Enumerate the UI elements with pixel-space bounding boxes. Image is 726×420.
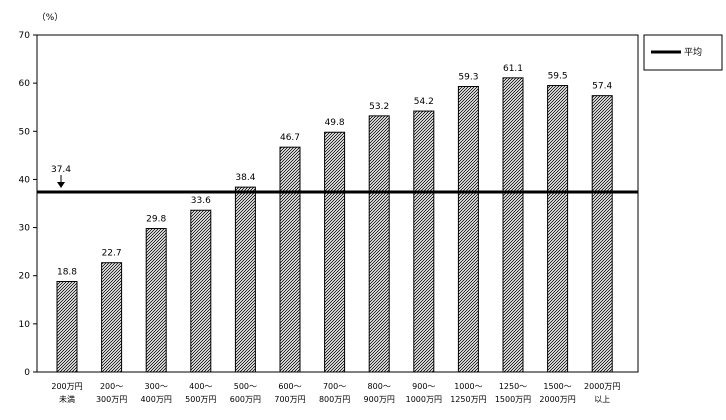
bar-value-label: 29.8	[146, 215, 166, 225]
y-tick-label: 60	[19, 79, 31, 89]
bar-value-label: 61.1	[503, 64, 523, 74]
bar	[413, 110, 435, 373]
bar	[279, 146, 301, 373]
x-category-label: 900万円	[364, 395, 395, 404]
x-category-label: 500万円	[185, 395, 216, 404]
x-category-label: 600万円	[230, 395, 261, 404]
arrow-head-icon	[57, 181, 65, 188]
y-tick-label: 40	[19, 175, 31, 185]
bar-value-label: 33.6	[191, 196, 211, 206]
y-tick-label: 30	[19, 224, 31, 234]
x-category-label: 1250万円	[450, 395, 486, 404]
x-category-label: 400万円	[141, 395, 172, 404]
x-category-label: 700万円	[274, 395, 305, 404]
x-category-label: 1500～	[543, 382, 571, 391]
x-category-label: 500～	[234, 382, 257, 391]
y-unit-label: （%）	[37, 12, 64, 23]
bar-value-label: 53.2	[369, 102, 389, 112]
x-category-label: 2000万円	[539, 395, 575, 404]
bar	[234, 186, 256, 373]
bar	[591, 95, 613, 373]
bar	[145, 228, 167, 373]
bar-value-label: 59.3	[458, 73, 478, 83]
legend-label: 平均	[684, 46, 702, 58]
x-category-label: 1250～	[499, 382, 527, 391]
bar-value-label: 38.4	[235, 173, 255, 183]
x-category-label: 1500万円	[495, 395, 531, 404]
x-category-label: 300万円	[96, 395, 127, 404]
x-category-label: 1000万円	[406, 395, 442, 404]
x-category-label: 1000～	[454, 382, 482, 391]
average-annotation: 37.4	[51, 165, 71, 188]
bars: 18.8 22.7 29.8 33.6 38.4 46.7 49.8 53.2 54.2 59.3…	[56, 64, 613, 373]
legend: 平均	[643, 34, 723, 71]
bar-value-label: 49.8	[325, 118, 345, 128]
bar-value-label: 46.7	[280, 133, 300, 143]
y-tick-label: 20	[19, 272, 31, 282]
x-category-label: 2000万円	[584, 382, 620, 391]
bar-value-label: 57.4	[592, 82, 612, 92]
bar	[368, 115, 390, 373]
bar	[547, 85, 569, 373]
x-category-label: 200～	[100, 382, 123, 391]
bar-value-label: 59.5	[548, 72, 568, 82]
x-category-label: 300～	[145, 382, 168, 391]
y-tick-label: 10	[19, 320, 31, 330]
bar	[56, 280, 78, 373]
x-category-label: 600～	[278, 382, 301, 391]
y-tick-label: 50	[19, 127, 31, 137]
bar-value-label: 22.7	[102, 249, 122, 259]
y-axis: 0 10 20 30 40 50 60 70	[19, 31, 37, 378]
x-category-label: 200万円	[51, 382, 82, 391]
x-category-label: 800万円	[319, 395, 350, 404]
x-category-label: 400～	[189, 382, 212, 391]
x-category-label: 700～	[323, 382, 346, 391]
y-tick-label: 0	[24, 368, 30, 378]
x-category-label: 未満	[59, 394, 75, 404]
bar	[502, 77, 524, 373]
bar	[457, 86, 479, 373]
bar-value-label: 18.8	[57, 267, 77, 277]
average-value-label: 37.4	[51, 165, 71, 175]
bar-value-label: 54.2	[414, 97, 434, 107]
bar	[190, 209, 212, 373]
x-category-label: 以上	[594, 395, 610, 404]
bar	[324, 131, 346, 373]
x-category-label: 800～	[368, 382, 391, 391]
bar	[101, 262, 123, 373]
x-category-label: 900～	[412, 382, 435, 391]
y-tick-label: 70	[19, 31, 31, 41]
